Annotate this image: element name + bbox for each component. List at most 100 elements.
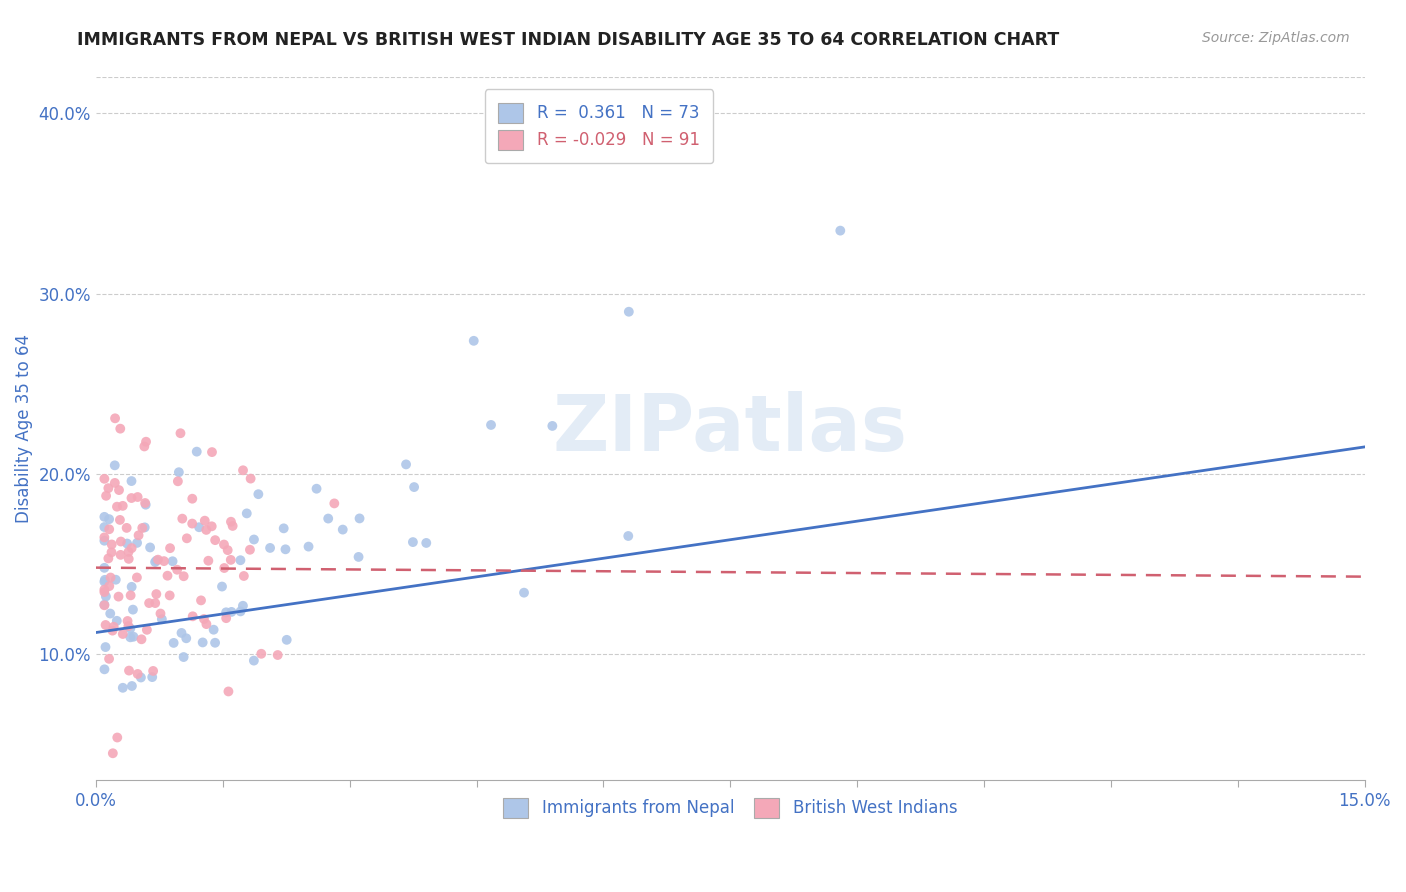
- Point: [117, 614, 139, 628]
- Point: [149, 607, 172, 621]
- Point: [232, 569, 254, 583]
- Point: [617, 304, 640, 318]
- Point: [305, 482, 328, 496]
- Point: [323, 496, 346, 510]
- Point: [215, 605, 238, 619]
- Point: [127, 667, 149, 681]
- Point: [193, 612, 215, 626]
- Point: [395, 458, 418, 472]
- Point: [212, 537, 235, 551]
- Point: [479, 417, 502, 432]
- Point: [115, 521, 138, 535]
- Point: [159, 541, 181, 556]
- Point: [250, 647, 273, 661]
- Point: [347, 549, 370, 564]
- Point: [121, 541, 143, 555]
- Point: [104, 411, 127, 425]
- Point: [173, 569, 195, 583]
- Point: [259, 541, 281, 555]
- Point: [120, 622, 142, 636]
- Point: [195, 523, 218, 537]
- Point: [94, 590, 117, 604]
- Point: [174, 632, 197, 646]
- Point: [201, 445, 224, 459]
- Point: [105, 614, 128, 628]
- Point: [153, 554, 176, 568]
- Point: [128, 528, 150, 542]
- Point: [117, 545, 139, 559]
- Point: [173, 650, 195, 665]
- Point: [221, 605, 243, 619]
- Point: [139, 541, 162, 555]
- Point: [110, 534, 132, 549]
- Text: IMMIGRANTS FROM NEPAL VS BRITISH WEST INDIAN DISABILITY AGE 35 TO 64 CORRELATION: IMMIGRANTS FROM NEPAL VS BRITISH WEST IN…: [77, 31, 1060, 49]
- Point: [135, 434, 157, 449]
- Point: [100, 545, 122, 559]
- Point: [107, 590, 129, 604]
- Point: [239, 472, 262, 486]
- Point: [195, 617, 218, 632]
- Point: [93, 599, 115, 613]
- Point: [167, 465, 190, 479]
- Point: [204, 533, 226, 548]
- Point: [167, 475, 190, 489]
- Point: [194, 514, 217, 528]
- Point: [141, 670, 163, 684]
- Point: [100, 570, 122, 584]
- Point: [125, 570, 148, 584]
- Point: [201, 519, 224, 533]
- Point: [125, 536, 148, 550]
- Point: [94, 640, 117, 654]
- Point: [134, 496, 156, 510]
- Point: [166, 563, 188, 577]
- Point: [188, 520, 211, 534]
- Point: [232, 463, 254, 477]
- Point: [145, 587, 167, 601]
- Point: [349, 511, 371, 525]
- Point: [121, 474, 143, 488]
- Point: [172, 511, 194, 525]
- Point: [316, 511, 339, 525]
- Point: [93, 530, 115, 544]
- Point: [217, 543, 239, 558]
- Point: [219, 515, 242, 529]
- Point: [145, 553, 167, 567]
- Point: [134, 520, 156, 534]
- Point: [138, 596, 160, 610]
- Point: [122, 630, 145, 644]
- Point: [830, 224, 852, 238]
- Point: [229, 604, 252, 618]
- Point: [159, 589, 181, 603]
- Point: [404, 480, 426, 494]
- Point: [202, 623, 225, 637]
- Legend: Immigrants from Nepal, British West Indians: Immigrants from Nepal, British West Indi…: [496, 791, 965, 825]
- Point: [176, 531, 198, 545]
- Point: [135, 498, 157, 512]
- Point: [274, 542, 297, 557]
- Text: ZIPatlas: ZIPatlas: [553, 391, 908, 467]
- Point: [117, 619, 139, 633]
- Point: [93, 520, 115, 534]
- Point: [181, 609, 204, 624]
- Point: [170, 626, 193, 640]
- Point: [236, 507, 259, 521]
- Point: [190, 593, 212, 607]
- Point: [243, 654, 266, 668]
- Point: [93, 582, 115, 597]
- Point: [110, 548, 132, 562]
- Point: [131, 521, 153, 535]
- Point: [115, 536, 138, 550]
- Point: [163, 636, 186, 650]
- Point: [98, 607, 121, 621]
- Point: [93, 561, 115, 575]
- Point: [120, 588, 142, 602]
- Point: [134, 439, 156, 453]
- Point: [332, 523, 354, 537]
- Point: [93, 585, 115, 599]
- Point: [121, 679, 143, 693]
- Point: [98, 579, 121, 593]
- Point: [415, 536, 437, 550]
- Point: [513, 585, 536, 599]
- Point: [93, 472, 115, 486]
- Point: [135, 623, 157, 637]
